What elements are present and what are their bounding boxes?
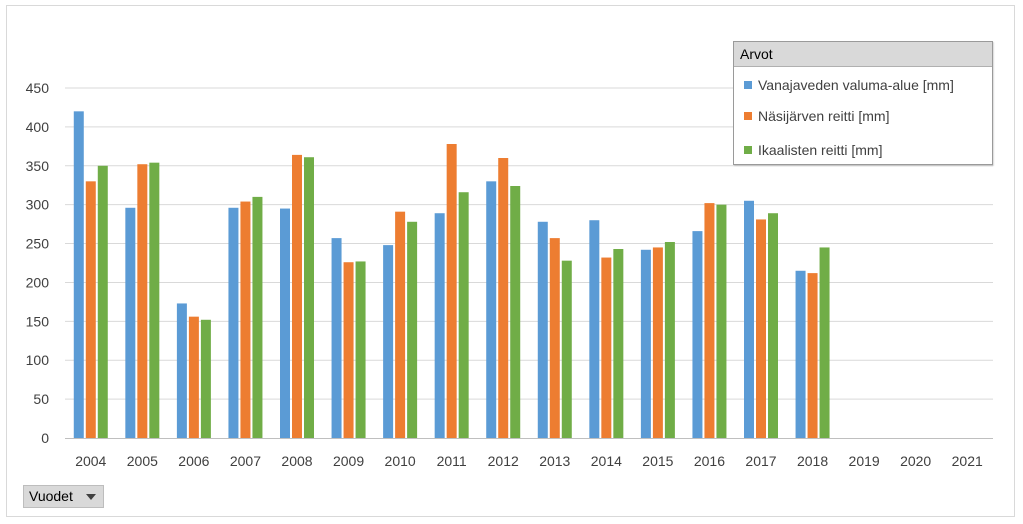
legend-swatch-nasijarvi	[744, 112, 752, 121]
bar[interactable]	[537, 221, 548, 438]
x-tick-label: 2018	[797, 453, 828, 469]
bar[interactable]	[434, 213, 445, 438]
bar[interactable]	[85, 181, 96, 439]
y-tick-label: 300	[26, 197, 50, 213]
bar[interactable]	[73, 111, 84, 438]
bar[interactable]	[458, 192, 469, 438]
bar[interactable]	[149, 162, 160, 438]
bar[interactable]	[613, 249, 624, 438]
bar[interactable]	[549, 238, 560, 438]
bar[interactable]	[756, 219, 766, 438]
bar[interactable]	[137, 164, 148, 438]
legend-label-nasijarvi: Näsijärven reitti [mm]	[758, 108, 890, 124]
bar[interactable]	[664, 242, 675, 438]
y-tick-label: 100	[26, 352, 50, 368]
bar[interactable]	[228, 207, 239, 438]
x-tick-label: 2008	[281, 453, 312, 469]
y-tick-label: 250	[26, 236, 50, 252]
bar[interactable]	[601, 257, 612, 438]
bar[interactable]	[704, 203, 715, 438]
bar[interactable]	[692, 231, 703, 438]
bar[interactable]	[304, 157, 314, 438]
x-tick-label: 2005	[127, 453, 158, 469]
x-axis-ticks: 2004 2005 2006 2007 2008 2009 2010 2011 2012 2013…	[75, 453, 983, 469]
legend[interactable]: Arvot Vanajaveden valuma-alue [mm] Näsij…	[733, 41, 993, 165]
legend-label-ikaalinen: Ikaalisten reitti [mm]	[758, 142, 883, 158]
x-tick-label: 2020	[900, 453, 931, 469]
x-tick-label: 2019	[849, 453, 880, 469]
bar[interactable]	[331, 238, 342, 438]
x-tick-label: 2006	[178, 453, 209, 469]
years-filter-label: Vuodet	[29, 488, 73, 504]
bar[interactable]	[343, 262, 354, 438]
bar[interactable]	[589, 220, 600, 438]
legend-item-nasijarvi[interactable]: Näsijärven reitti [mm]	[744, 106, 889, 126]
x-tick-label: 2017	[745, 453, 776, 469]
bar[interactable]	[498, 158, 509, 438]
legend-label-vanajavesi: Vanajaveden valuma-alue [mm]	[758, 77, 954, 93]
bar[interactable]	[125, 207, 136, 438]
legend-item-vanajavesi[interactable]: Vanajaveden valuma-alue [mm]	[744, 75, 954, 95]
bar[interactable]	[744, 200, 754, 438]
x-tick-label: 2004	[75, 453, 106, 469]
bar[interactable]	[768, 213, 778, 438]
legend-swatch-vanajavesi	[744, 81, 752, 90]
y-tick-label: 350	[26, 158, 50, 174]
legend-item-ikaalinen[interactable]: Ikaalisten reitti [mm]	[744, 140, 882, 160]
bar[interactable]	[395, 211, 406, 438]
bar[interactable]	[240, 201, 251, 438]
x-tick-label: 2010	[385, 453, 416, 469]
bar[interactable]	[280, 208, 290, 438]
y-tick-label: 450	[26, 80, 50, 96]
bar[interactable]	[200, 319, 211, 438]
bar[interactable]	[252, 196, 263, 438]
bar[interactable]	[795, 270, 806, 438]
years-filter-button[interactable]: Vuodet	[23, 485, 104, 508]
bar[interactable]	[652, 247, 663, 438]
bar[interactable]	[819, 247, 830, 438]
bar[interactable]	[446, 144, 457, 438]
y-tick-label: 50	[33, 391, 49, 407]
bar[interactable]	[716, 204, 727, 438]
x-tick-label: 2011	[437, 453, 467, 469]
dropdown-arrow-icon	[86, 494, 96, 500]
legend-swatch-ikaalinen	[744, 146, 752, 155]
y-axis-ticks: 0 50 100 150 200 250 300 350 400 450	[26, 80, 50, 446]
bar[interactable]	[486, 181, 497, 439]
bar[interactable]	[383, 245, 394, 438]
x-tick-label: 2015	[642, 453, 673, 469]
bar[interactable]	[807, 273, 818, 438]
bar[interactable]	[292, 154, 302, 438]
x-tick-label: 2014	[591, 453, 622, 469]
y-tick-label: 400	[26, 119, 50, 135]
x-tick-label: 2016	[694, 453, 725, 469]
bar[interactable]	[561, 260, 572, 438]
y-tick-label: 200	[26, 274, 50, 290]
bar[interactable]	[510, 186, 521, 438]
x-tick-label: 2009	[333, 453, 364, 469]
y-tick-label: 150	[26, 313, 50, 329]
x-tick-label: 2021	[952, 453, 983, 469]
bar[interactable]	[407, 221, 418, 438]
bars	[73, 111, 830, 439]
bar[interactable]	[355, 261, 366, 438]
y-tick-label: 0	[41, 430, 49, 446]
bar[interactable]	[188, 316, 199, 438]
bar[interactable]	[97, 165, 108, 438]
x-tick-label: 2013	[539, 453, 570, 469]
x-tick-label: 2012	[488, 453, 519, 469]
bar[interactable]	[176, 303, 187, 438]
bar[interactable]	[640, 249, 651, 438]
x-tick-label: 2007	[230, 453, 261, 469]
legend-title: Arvot	[734, 42, 992, 67]
